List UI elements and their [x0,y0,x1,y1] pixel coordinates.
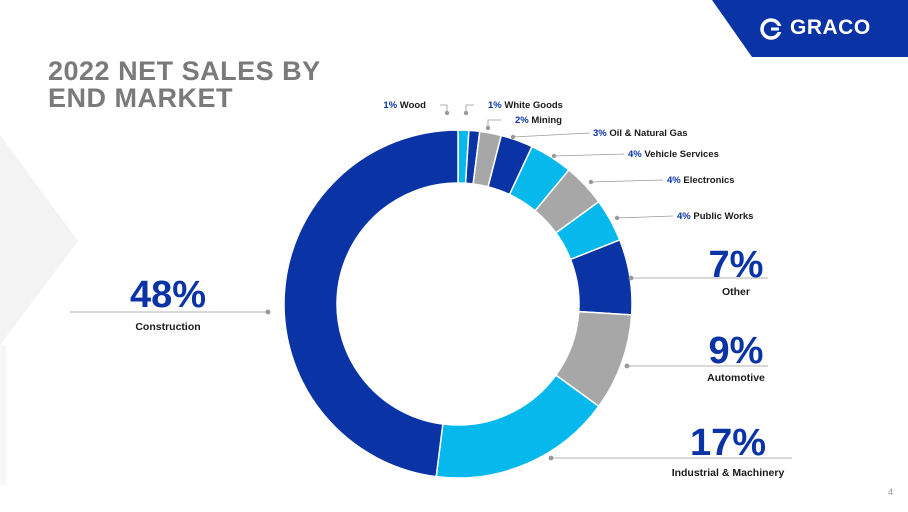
segment-name: Automotive [707,372,765,384]
logo-wordmark: GRACO [790,16,871,39]
segment-name: Wood [400,100,426,111]
label-mining: 2% Mining [485,115,562,131]
segment-percent: 9% [709,330,764,372]
leader-dot [485,125,491,131]
segment-label: 1% Wood [383,100,426,111]
segment-name: Oil & Natural Gas [609,128,687,139]
segment-name: Mining [531,115,562,126]
leader-line [616,215,674,219]
segment-percent: 4% [667,175,683,186]
title-line-2: END MARKET [48,83,233,113]
leader-dot [551,153,557,159]
segment-label: 4% Electronics [667,175,735,186]
label-wood: 1% Wood [383,100,450,116]
page-title: 2022 NET SALES BY END MARKET [48,58,408,112]
slice-construction [283,129,459,478]
segment-percent: 17% [690,422,766,464]
label-white-goods: 1% White Goods [463,100,563,116]
segment-name: Vehicle Services [644,149,718,160]
label-public-works: 4% Public Works [614,211,753,222]
label-industrial-and-machinery: 17% Industrial & Machinery [548,422,792,479]
label-automotive: 9%Automotive [624,330,768,384]
segment-percent: 1% [383,100,399,111]
segment-label: 1% White Goods [488,100,563,111]
label-construction: 48% Construction [70,274,271,333]
segment-name: White Goods [504,100,563,111]
segment-name: Other [722,286,750,298]
leader-line [512,132,591,138]
segment-percent: 48% [130,274,206,316]
leader-line [440,104,448,113]
leader-dot [463,110,469,116]
segment-label: 4% Vehicle Services [628,149,719,160]
leader-dot [624,363,630,369]
segment-percent: 4% [677,211,693,222]
leader-dot [614,215,620,221]
title-line-1: 2022 NET SALES BY [48,56,321,86]
segment-name: Electronics [683,175,734,186]
graco-logo-icon [760,18,782,40]
segment-name: Construction [135,321,200,333]
leader-dot [588,179,594,185]
leader-dot [548,455,554,461]
leader-dot [628,275,634,281]
slice-industrial-and-machinery [435,374,600,479]
segment-percent: 4% [628,149,644,160]
leader-line [553,153,625,157]
segment-label: 4% Public Works [677,211,753,222]
label-oil-and-natural-gas: 3% Oil & Natural Gas [510,128,688,140]
label-other: 7%Other [628,244,768,298]
segment-label: 2% Mining [515,115,562,126]
logo-banner [712,0,908,57]
segment-name: Public Works [693,211,753,222]
page-number: 4 [888,487,894,497]
leader-dot [265,309,271,315]
leader-line [590,179,664,183]
segment-label: 3% Oil & Natural Gas [593,128,688,139]
leader-dot [444,110,450,116]
segment-percent: 1% [488,100,504,111]
leader-line [487,119,501,128]
segment-name: Industrial & Machinery [672,467,785,479]
label-vehicle-services: 4% Vehicle Services [551,149,719,160]
segment-percent: 3% [593,128,609,139]
segment-percent: 7% [709,244,764,286]
leader-line [465,104,474,113]
label-electronics: 4% Electronics [588,175,735,186]
segment-percent: 2% [515,115,531,126]
leader-dot [510,134,516,140]
